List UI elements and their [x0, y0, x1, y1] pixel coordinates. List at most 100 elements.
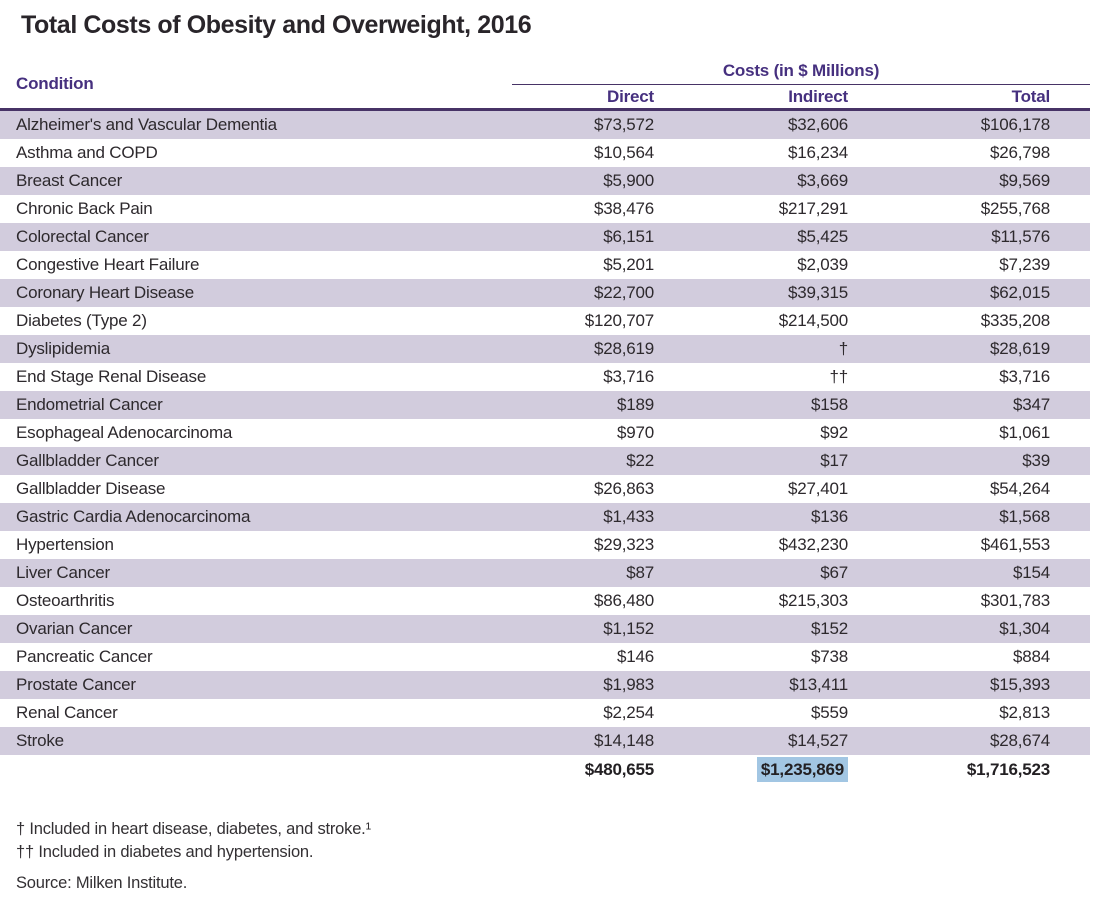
condition-cell: Prostate Cancer [16, 675, 136, 694]
condition-cell: Renal Cancer [16, 703, 118, 722]
total-cell: $39 [1022, 451, 1050, 470]
highlighted-total-indirect: $1,235,869 [756, 757, 848, 782]
indirect-cell: $17 [820, 451, 848, 470]
total-cell: $335,208 [980, 311, 1051, 330]
total-cell: $884 [1012, 647, 1050, 666]
table-row: Breast Cancer $5,900 $3,669 $9,569 [0, 167, 1090, 195]
condition-cell: Ovarian Cancer [16, 619, 133, 638]
direct-cell: $5,900 [603, 171, 654, 190]
total-cell: $301,783 [980, 591, 1051, 610]
source-line: Source: Milken Institute. [16, 874, 188, 892]
indirect-cell: $215,303 [778, 591, 849, 610]
indirect-cell: $67 [820, 563, 848, 582]
indirect-cell: $152 [810, 619, 848, 638]
total-cell: $106,178 [980, 115, 1051, 134]
direct-cell: $22 [626, 451, 654, 470]
footnotes: † Included in heart disease, diabetes, a… [16, 818, 371, 864]
direct-cell: $26,863 [593, 479, 654, 498]
header-rule [0, 108, 1090, 111]
total-cell: $3,716 [999, 367, 1050, 386]
table-row: Congestive Heart Failure $5,201 $2,039 $7,2… [0, 251, 1090, 279]
table-row: Alzheimer's and Vascular Dementia $73,572… [0, 111, 1090, 139]
totals-row: $480,655 $1,235,869 $1,716,523 [0, 755, 1090, 785]
total-cell: $1,568 [999, 507, 1050, 526]
direct-cell: $73,572 [593, 115, 654, 134]
condition-cell: Osteoarthritis [16, 591, 115, 610]
total-cell: $1,304 [999, 619, 1050, 638]
condition-cell: Diabetes (Type 2) [16, 311, 147, 330]
total-cell: $26,798 [989, 143, 1050, 162]
indirect-cell: † [838, 339, 848, 358]
column-header-condition: Condition [16, 74, 94, 93]
condition-cell: Pancreatic Cancer [16, 647, 153, 666]
table-row: Chronic Back Pain $38,476 $217,291 $255,768 [0, 195, 1090, 223]
table-row: Osteoarthritis $86,480 $215,303 $301,783 [0, 587, 1090, 615]
column-group-header-costs: Costs (in $ Millions) [722, 61, 880, 80]
indirect-cell: $5,425 [797, 227, 848, 246]
condition-cell: Colorectal Cancer [16, 227, 149, 246]
total-cell: $28,619 [989, 339, 1050, 358]
condition-cell: Gastric Cardia Adenocarcinoma [16, 507, 251, 526]
total-cell: $1,061 [999, 423, 1050, 442]
direct-cell: $14,148 [593, 731, 654, 750]
table-body: Alzheimer's and Vascular Dementia $73,572… [0, 111, 1090, 755]
condition-cell: Endometrial Cancer [16, 395, 163, 414]
total-cell: $54,264 [989, 479, 1050, 498]
indirect-cell: $27,401 [787, 479, 848, 498]
table-row: Asthma and COPD $10,564 $16,234 $26,798 [0, 139, 1090, 167]
condition-cell: Stroke [16, 731, 64, 750]
indirect-cell: †† [829, 367, 848, 386]
table-row: End Stage Renal Disease $3,716 †† $3,716 [0, 363, 1090, 391]
column-header-direct: Direct [607, 87, 654, 106]
indirect-cell: $32,606 [787, 115, 848, 134]
direct-cell: $86,480 [593, 591, 654, 610]
table-row: Coronary Heart Disease $22,700 $39,315 $62,… [0, 279, 1090, 307]
table-row: Colorectal Cancer $6,151 $5,425 $11,576 [0, 223, 1090, 251]
footnote-dagger: † Included in heart disease, diabetes, a… [16, 820, 371, 838]
total-cell: $7,239 [999, 255, 1050, 274]
total-cell: $461,553 [980, 535, 1051, 554]
condition-cell: Esophageal Adenocarcinoma [16, 423, 233, 442]
condition-cell: Gallbladder Disease [16, 479, 166, 498]
total-cell: $62,015 [989, 283, 1050, 302]
condition-cell: Alzheimer's and Vascular Dementia [16, 115, 277, 134]
table-row: Liver Cancer $87 $67 $154 [0, 559, 1090, 587]
condition-cell: Coronary Heart Disease [16, 283, 194, 302]
footnote-double-dagger: †† Included in diabetes and hypertension… [16, 843, 314, 861]
indirect-cell: $39,315 [787, 283, 848, 302]
table-row: Hypertension $29,323 $432,230 $461,553 [0, 531, 1090, 559]
direct-cell: $1,433 [603, 507, 654, 526]
condition-cell: End Stage Renal Disease [16, 367, 207, 386]
indirect-cell: $14,527 [787, 731, 848, 750]
direct-cell: $38,476 [593, 199, 654, 218]
table-row: Gallbladder Disease $26,863 $27,401 $54,264 [0, 475, 1090, 503]
direct-cell: $3,716 [603, 367, 654, 386]
direct-cell: $1,983 [603, 675, 654, 694]
indirect-cell: $158 [810, 395, 848, 414]
direct-cell: $22,700 [593, 283, 654, 302]
indirect-cell: $13,411 [789, 675, 848, 694]
totals-label-cell [0, 755, 512, 785]
condition-cell: Hypertension [16, 535, 114, 554]
condition-cell: Gallbladder Cancer [16, 451, 159, 470]
indirect-cell: $92 [820, 423, 848, 442]
indirect-cell: $3,669 [797, 171, 848, 190]
table-row: Dyslipidemia $28,619 † $28,619 [0, 335, 1090, 363]
total-cell: $11,576 [991, 227, 1050, 246]
direct-cell: $5,201 [603, 255, 654, 274]
indirect-cell: $738 [810, 647, 848, 666]
direct-cell: $28,619 [593, 339, 654, 358]
indirect-cell: $214,500 [778, 311, 849, 330]
total-cell: $347 [1012, 395, 1050, 414]
table-row: Stroke $14,148 $14,527 $28,674 [0, 727, 1090, 755]
indirect-cell: $217,291 [778, 199, 849, 218]
direct-cell: $146 [616, 647, 654, 666]
direct-cell: $29,323 [593, 535, 654, 554]
table-row: Endometrial Cancer $189 $158 $347 [0, 391, 1090, 419]
total-cell: $154 [1012, 563, 1050, 582]
indirect-cell: $432,230 [778, 535, 849, 554]
total-cell: $255,768 [980, 199, 1051, 218]
table-row: Ovarian Cancer $1,152 $152 $1,304 [0, 615, 1090, 643]
total-cell: $15,393 [989, 675, 1050, 694]
direct-cell: $87 [626, 563, 654, 582]
